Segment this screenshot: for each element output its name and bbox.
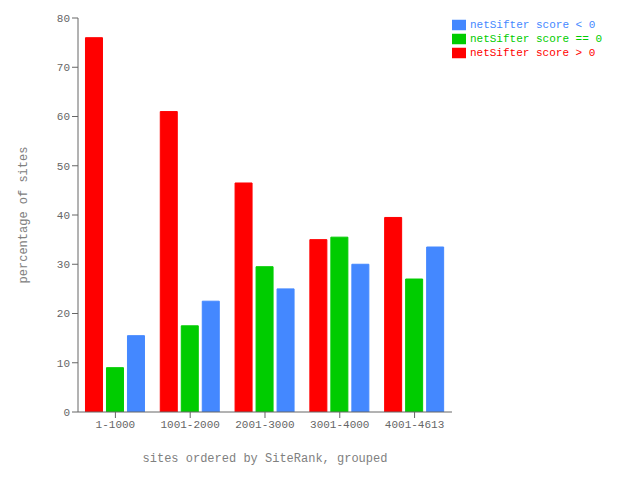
svg-text:percentage of sites: percentage of sites xyxy=(17,147,31,284)
svg-text:30: 30 xyxy=(57,259,70,271)
svg-text:60: 60 xyxy=(57,111,70,123)
svg-text:50: 50 xyxy=(57,161,70,173)
svg-text:2001-3000: 2001-3000 xyxy=(235,419,294,431)
html-text:netSifter score == 0: netSifter score == 0 xyxy=(470,32,602,45)
svg-text:sites ordered by SiteRank, gro: sites ordered by SiteRank, grouped xyxy=(143,452,388,466)
svg-text:0: 0 xyxy=(63,407,70,419)
svg-text:20: 20 xyxy=(57,308,70,320)
svg-text:10: 10 xyxy=(57,358,70,370)
svg-text:1-1000: 1-1000 xyxy=(96,419,136,431)
html-text:netSifter score < 0: netSifter score < 0 xyxy=(470,18,596,31)
svg-text:80: 80 xyxy=(57,13,70,25)
svg-text:1001-2000: 1001-2000 xyxy=(160,419,219,431)
svg-text:4001-4613: 4001-4613 xyxy=(385,419,444,431)
svg-text:40: 40 xyxy=(57,210,70,222)
svg-text:70: 70 xyxy=(57,62,70,74)
svg-text:3001-4000: 3001-4000 xyxy=(310,419,369,431)
html-text:netSifter score > 0: netSifter score > 0 xyxy=(470,46,596,59)
